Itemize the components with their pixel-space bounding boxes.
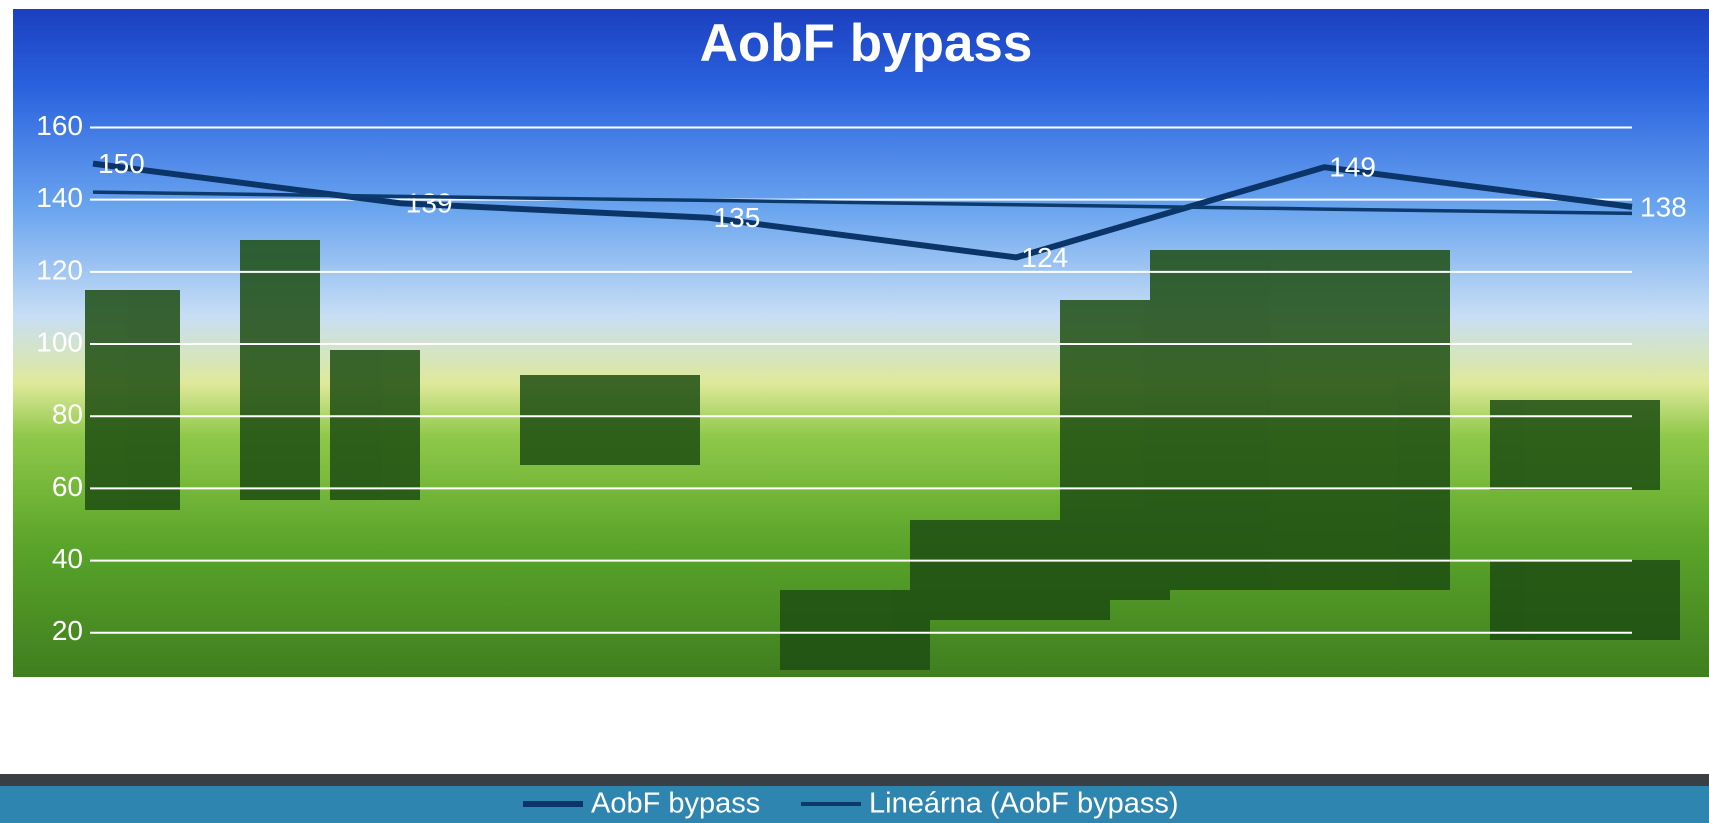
legend-label: AobF bypass: [591, 788, 760, 820]
y-tick-label: 140: [36, 182, 83, 213]
y-tick-label: 100: [36, 326, 83, 357]
y-tick-label: 120: [36, 254, 83, 285]
y-tick-label: 80: [52, 399, 83, 430]
data-label: 124: [1021, 242, 1068, 273]
data-label: 150: [98, 148, 145, 179]
legend-label: Lineárna (AobF bypass): [869, 788, 1179, 820]
trees: [85, 240, 1680, 670]
white-band: [0, 677, 1709, 774]
y-tick-label: 60: [52, 471, 83, 502]
data-label: 139: [406, 188, 453, 219]
chart-title: AobF bypass: [700, 14, 1033, 73]
data-label: 149: [1329, 152, 1376, 183]
y-tick-label: 40: [52, 543, 83, 574]
data-label: 135: [714, 202, 761, 233]
y-tick-label: 160: [36, 110, 83, 141]
data-label: 138: [1640, 191, 1687, 222]
trend-line: [92, 190, 1633, 216]
dark-band: [0, 774, 1709, 786]
y-tick-label: 20: [52, 615, 83, 646]
